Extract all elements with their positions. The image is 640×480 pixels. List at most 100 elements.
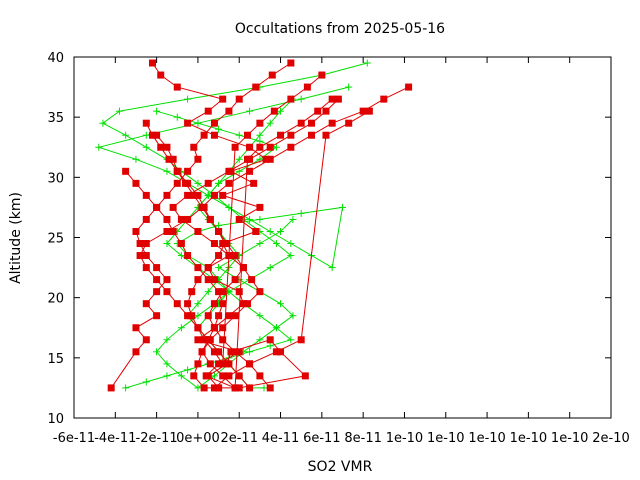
y-tick-label: 10 bbox=[47, 412, 64, 427]
data-point bbox=[163, 167, 171, 175]
data-point bbox=[204, 288, 212, 296]
data-point bbox=[328, 264, 336, 272]
data-point bbox=[239, 264, 247, 272]
x-tick-label: 2e-11 bbox=[220, 431, 258, 446]
data-point bbox=[190, 191, 198, 199]
data-point bbox=[163, 191, 171, 199]
data-point bbox=[297, 336, 305, 344]
data-point bbox=[277, 131, 285, 139]
x-tick-label: 4e-11 bbox=[262, 431, 300, 446]
data-point bbox=[277, 300, 285, 308]
data-point bbox=[287, 131, 295, 139]
data-point bbox=[289, 215, 297, 223]
data-point bbox=[256, 372, 264, 380]
data-point bbox=[266, 336, 274, 344]
y-tick-label: 15 bbox=[47, 352, 64, 367]
data-point bbox=[142, 300, 150, 308]
data-point bbox=[210, 384, 218, 392]
data-point bbox=[225, 264, 233, 272]
data-point bbox=[153, 131, 161, 139]
data-point bbox=[184, 312, 192, 320]
data-point bbox=[194, 227, 202, 235]
data-point bbox=[210, 119, 218, 127]
data-point bbox=[235, 348, 243, 356]
data-point bbox=[225, 167, 233, 175]
x-tick-label: 8e-11 bbox=[344, 431, 382, 446]
data-point bbox=[190, 372, 198, 380]
data-point bbox=[277, 107, 285, 115]
data-point bbox=[215, 179, 223, 187]
data-point bbox=[163, 215, 171, 223]
data-point bbox=[345, 119, 353, 127]
x-tick-label: 1e-10 bbox=[551, 431, 589, 446]
data-point bbox=[256, 336, 264, 344]
data-point bbox=[297, 95, 305, 103]
y-axis: 10 15 20 25 30 35 40 bbox=[47, 51, 611, 427]
data-point bbox=[142, 131, 150, 139]
data-point bbox=[268, 71, 276, 79]
data-point bbox=[225, 372, 233, 380]
data-point bbox=[219, 300, 227, 308]
data-point bbox=[219, 336, 227, 344]
data-point bbox=[169, 155, 177, 163]
data-point bbox=[215, 384, 223, 392]
data-point bbox=[142, 191, 150, 199]
data-point bbox=[148, 131, 156, 139]
data-point bbox=[194, 312, 202, 320]
data-point bbox=[163, 276, 171, 284]
data-point bbox=[297, 209, 305, 217]
data-point bbox=[334, 95, 342, 103]
red-series-line bbox=[139, 86, 409, 389]
data-point bbox=[204, 107, 212, 115]
data-point bbox=[246, 348, 254, 356]
data-point bbox=[204, 312, 212, 320]
red-series-2 bbox=[107, 59, 295, 392]
data-point bbox=[266, 342, 274, 350]
data-point bbox=[148, 59, 156, 67]
data-point bbox=[277, 348, 285, 356]
data-point bbox=[303, 83, 311, 91]
data-point bbox=[256, 203, 264, 211]
data-point bbox=[266, 155, 274, 163]
data-point bbox=[142, 143, 150, 151]
data-point bbox=[277, 227, 285, 235]
data-point bbox=[256, 288, 264, 296]
data-point bbox=[163, 360, 171, 368]
data-point bbox=[243, 155, 251, 163]
data-point bbox=[297, 119, 305, 127]
data-point bbox=[339, 203, 346, 211]
data-point bbox=[184, 366, 192, 374]
data-point bbox=[262, 155, 270, 163]
data-point bbox=[194, 276, 202, 284]
data-point bbox=[184, 119, 192, 127]
x-tick-label: 1e-10 bbox=[427, 431, 465, 446]
data-point bbox=[272, 348, 280, 356]
data-point bbox=[163, 240, 171, 248]
data-point bbox=[318, 71, 326, 79]
data-point bbox=[163, 372, 171, 380]
y-axis-label: Altitude (km) bbox=[8, 192, 24, 284]
data-point bbox=[173, 167, 181, 175]
data-point bbox=[359, 107, 367, 115]
data-point bbox=[142, 119, 150, 127]
data-point bbox=[256, 143, 264, 151]
data-point bbox=[248, 276, 256, 284]
data-point bbox=[165, 155, 173, 163]
data-point bbox=[194, 264, 202, 272]
data-point bbox=[115, 107, 123, 115]
data-point bbox=[314, 107, 322, 115]
data-point bbox=[266, 143, 274, 151]
data-point bbox=[328, 119, 336, 127]
data-point bbox=[210, 348, 218, 356]
data-point bbox=[194, 119, 202, 127]
data-point bbox=[210, 276, 218, 284]
data-point bbox=[231, 384, 239, 392]
data-point bbox=[256, 131, 264, 139]
data-point bbox=[169, 203, 177, 211]
data-point bbox=[246, 107, 254, 115]
data-point bbox=[345, 83, 353, 91]
data-point bbox=[204, 276, 212, 284]
data-point bbox=[287, 252, 295, 260]
data-point bbox=[219, 288, 227, 296]
